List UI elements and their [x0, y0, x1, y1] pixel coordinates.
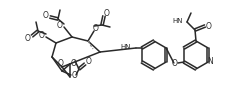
Text: O: O — [25, 33, 31, 42]
Text: N: N — [206, 57, 212, 66]
Text: O: O — [205, 22, 211, 30]
Text: O: O — [86, 57, 91, 66]
Text: O: O — [93, 24, 98, 33]
Text: O: O — [43, 10, 49, 19]
Text: O: O — [58, 59, 64, 68]
Text: O: O — [57, 21, 63, 30]
Text: HN: HN — [172, 18, 182, 24]
Text: O: O — [104, 8, 109, 18]
Text: O: O — [39, 30, 45, 39]
Text: O: O — [71, 59, 77, 68]
Text: HN: HN — [120, 44, 130, 50]
Text: O: O — [171, 59, 177, 68]
Text: O: O — [72, 71, 78, 80]
